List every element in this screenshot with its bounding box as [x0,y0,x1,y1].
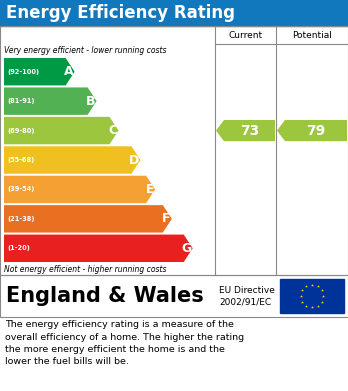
Polygon shape [4,176,155,203]
Text: F: F [162,212,171,225]
Text: Very energy efficient - lower running costs: Very energy efficient - lower running co… [4,46,166,55]
Text: (39-54): (39-54) [7,187,34,192]
Polygon shape [4,117,119,144]
Polygon shape [4,205,172,233]
Text: Energy Efficiency Rating: Energy Efficiency Rating [6,4,235,22]
Text: D: D [129,154,140,167]
Text: E: E [145,183,154,196]
Bar [0,275,348,317]
Text: Current: Current [228,30,262,39]
Polygon shape [4,88,97,115]
Text: G: G [182,242,192,255]
Text: EU Directive
2002/91/EC: EU Directive 2002/91/EC [219,285,275,307]
Polygon shape [4,235,193,262]
Text: (21-38): (21-38) [7,216,34,222]
Polygon shape [216,120,275,141]
Polygon shape [277,120,347,141]
Text: Potential: Potential [292,30,332,39]
Bar [0,0,348,26]
Text: A: A [64,65,74,78]
Polygon shape [4,58,75,85]
Text: Not energy efficient - higher running costs: Not energy efficient - higher running co… [4,264,166,273]
Bar [0,26,348,275]
Polygon shape [4,146,141,174]
Text: The energy efficiency rating is a measure of the
overall efficiency of a home. T: The energy efficiency rating is a measur… [5,320,244,366]
Text: England & Wales: England & Wales [6,286,204,306]
Bar [280,279,344,313]
Text: (55-68): (55-68) [7,157,34,163]
Text: (1-20): (1-20) [7,245,30,251]
Text: 79: 79 [306,124,326,138]
Text: (81-91): (81-91) [7,98,34,104]
Text: (69-80): (69-80) [7,127,34,134]
Text: B: B [86,95,96,108]
Text: 73: 73 [240,124,259,138]
Text: C: C [109,124,118,137]
Text: (92-100): (92-100) [7,69,39,75]
